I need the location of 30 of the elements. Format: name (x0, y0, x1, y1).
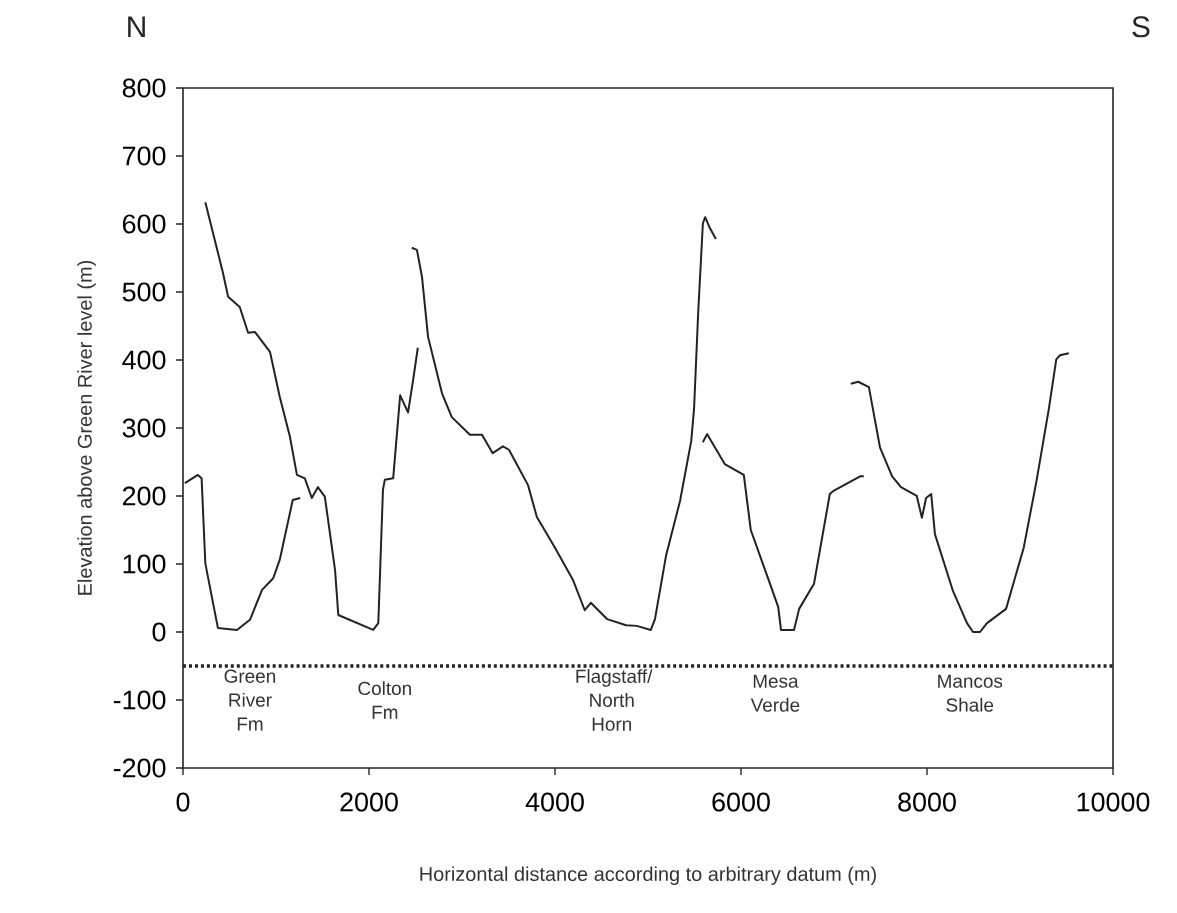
y-tick-label: 0 (152, 622, 166, 642)
y-tick-label: 400 (122, 350, 166, 370)
annotation: Mancos Shale (938, 674, 1003, 712)
annotation: Flagstaff/North Horn (576, 669, 653, 731)
y-tick-label: 600 (122, 214, 166, 234)
y-tick-label: 100 (123, 554, 166, 574)
annotation: Mesa Verde (750, 674, 800, 712)
y-tick-label: 700 (122, 146, 166, 166)
x-tick-label: 6000 (712, 792, 770, 812)
y-tick-label: 200 (122, 486, 166, 506)
line-series (849, 352, 1070, 633)
x-tick-label: 10000 (1077, 792, 1150, 812)
y-axis-title: Elevation above Green River level (m) (77, 260, 96, 595)
x-tick-label: 4000 (525, 792, 584, 812)
line-series (410, 216, 717, 631)
text: N (128, 16, 145, 38)
y-tick-label: -100 (113, 690, 166, 710)
x-tick-label: 8000 (898, 792, 956, 812)
y-tick-label: 800 (122, 78, 166, 98)
text: S (1132, 16, 1150, 38)
annotation: Green River Fm (224, 669, 276, 731)
annotation: Colton Fm (358, 681, 411, 719)
x-tick-label: 2000 (340, 792, 398, 812)
x-tick-label: 0 (176, 792, 190, 812)
x-axis-title: Horizontal distance according to arbitrary datum (m) (420, 866, 876, 885)
y-tick-label: 300 (122, 418, 166, 438)
y-tick-label: 500 (122, 282, 166, 302)
line-series (701, 433, 865, 631)
line-series (204, 201, 419, 631)
y-tick-label: -200 (113, 758, 166, 778)
